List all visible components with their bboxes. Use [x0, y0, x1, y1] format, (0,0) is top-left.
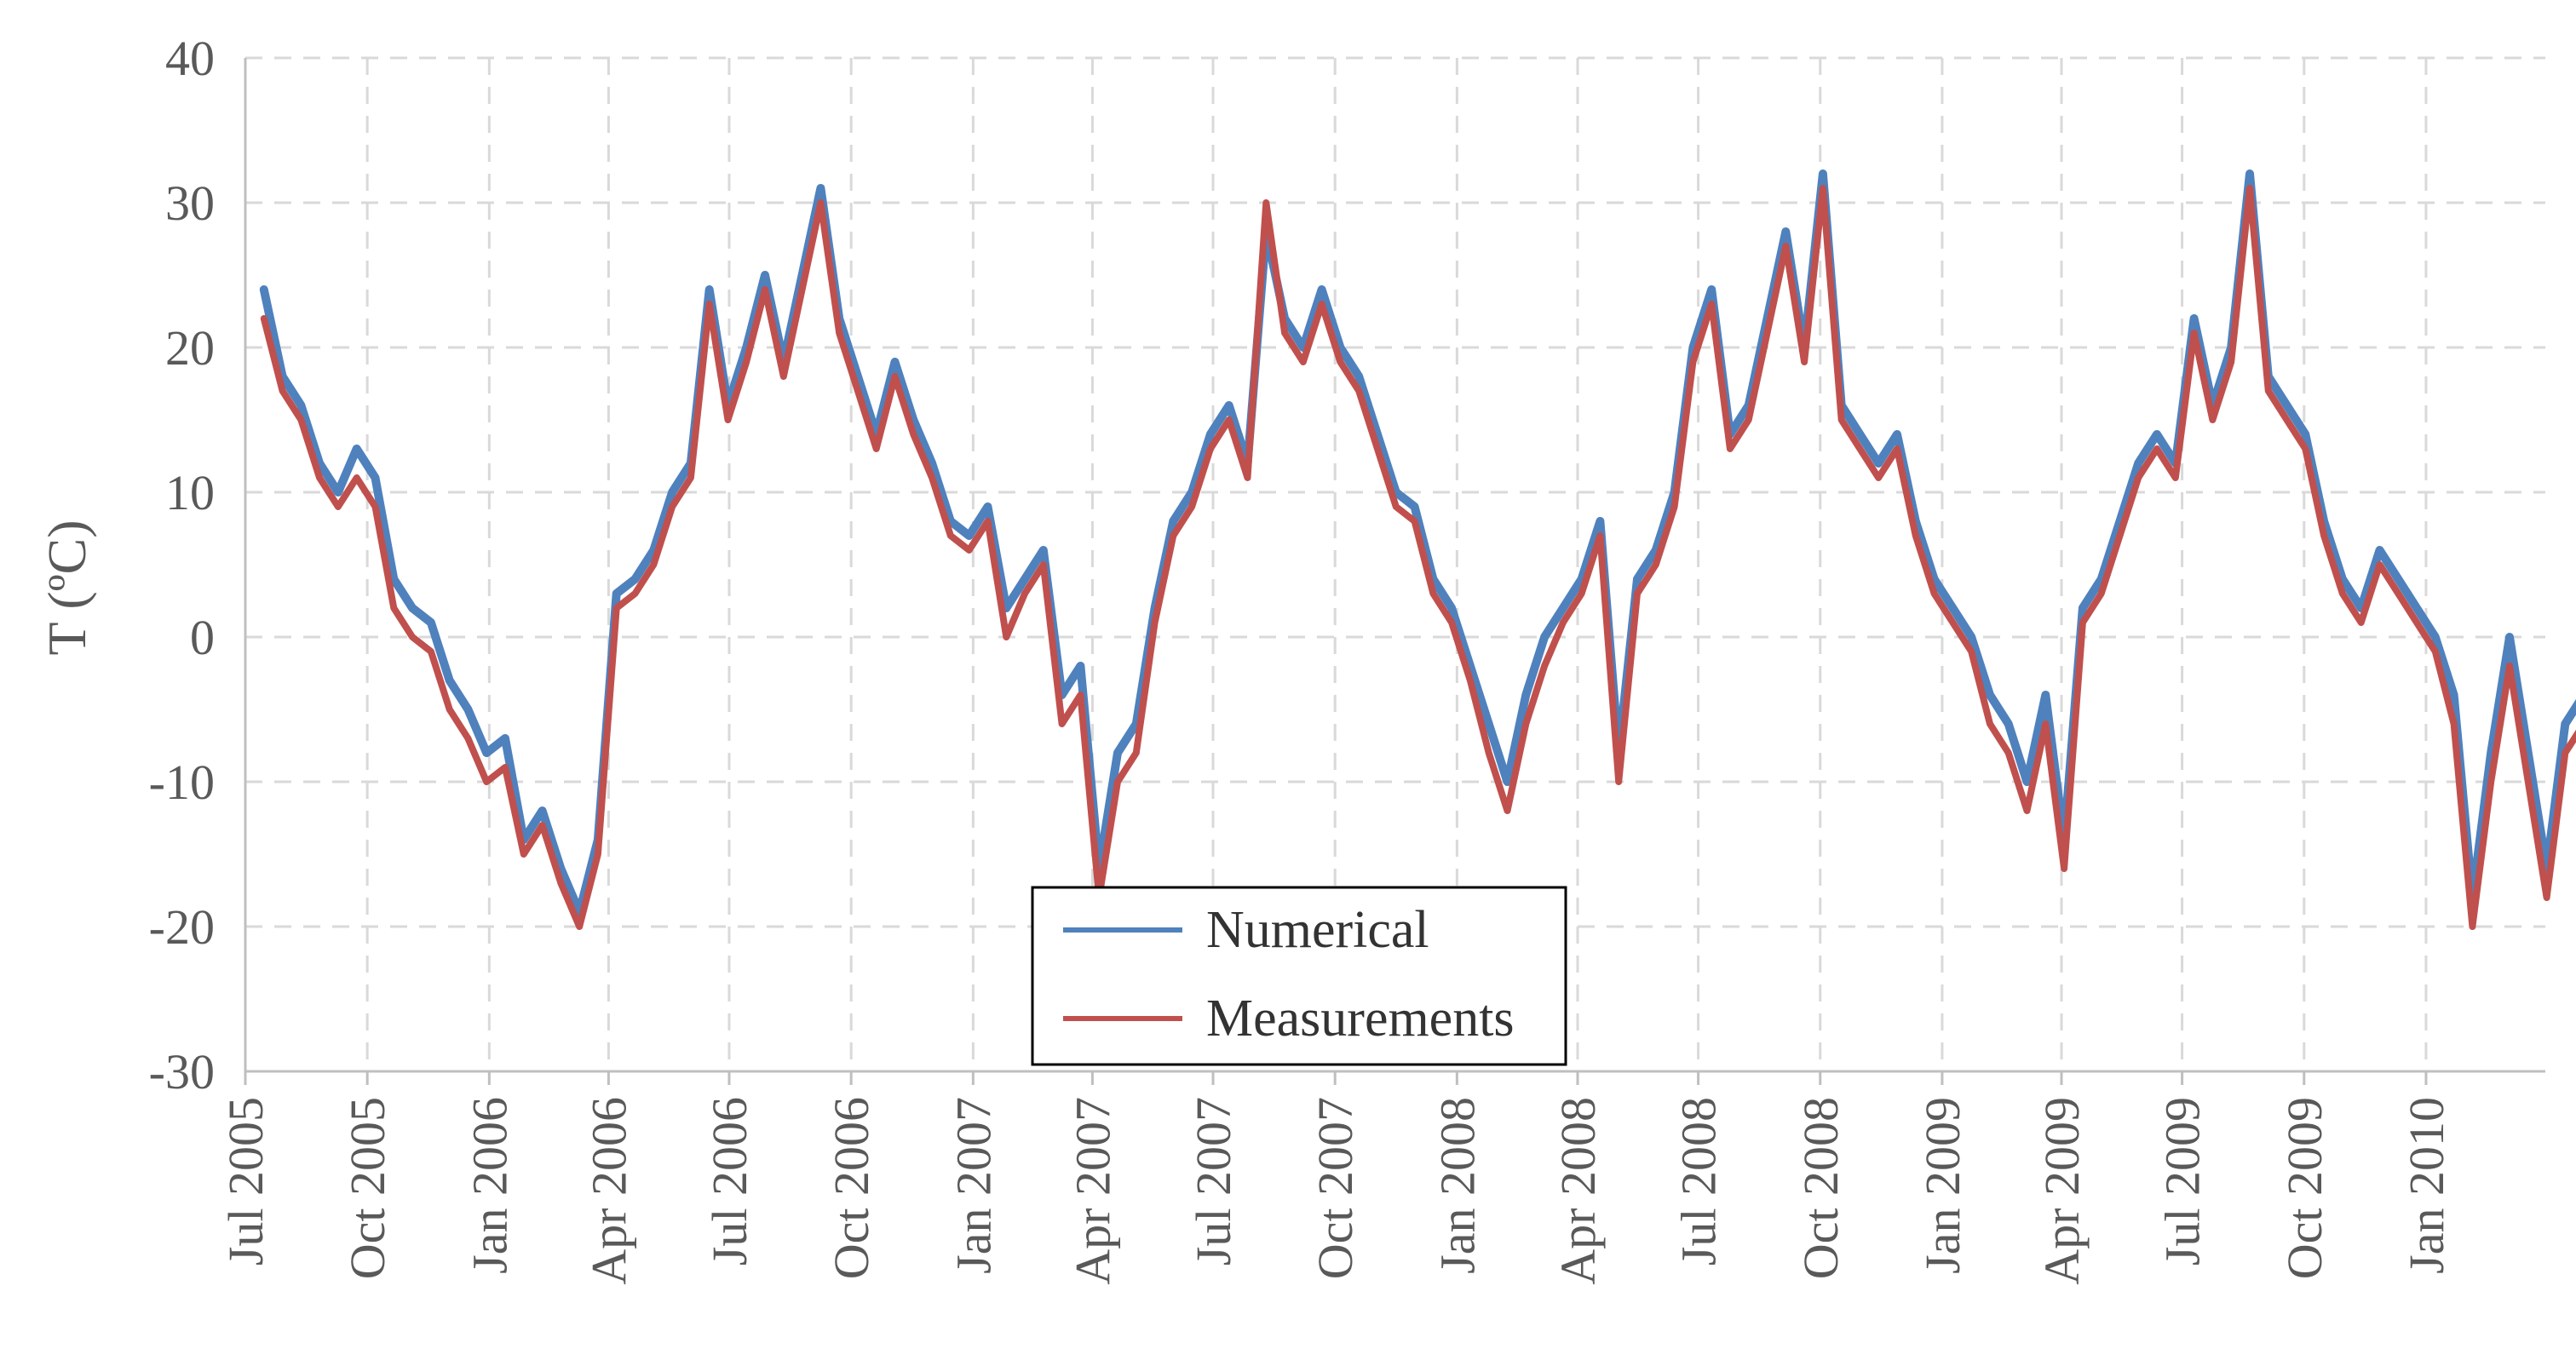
x-tick-label: Jul 2008 — [1671, 1097, 1727, 1266]
y-tick-label: -10 — [149, 755, 215, 810]
x-tick-label: Apr 2006 — [581, 1097, 636, 1285]
tick-labels: -30 -20 -10 0 10 20 30 40 Jul 2005 Oct 2005 Jan 20… — [149, 31, 2454, 1285]
y-tick-label: -30 — [149, 1044, 215, 1099]
x-tick-label: Jul 2007 — [1186, 1097, 1241, 1266]
legend: Numerical Measurements — [1031, 886, 1567, 1066]
legend-box — [1031, 886, 1567, 1066]
x-tick-label: Jan 2010 — [2399, 1097, 2454, 1274]
y-tick-label: 0 — [190, 610, 215, 665]
x-tick-label: Apr 2007 — [1065, 1097, 1120, 1285]
x-tick-label: Apr 2008 — [1550, 1097, 1606, 1285]
axes — [244, 58, 2545, 1085]
x-tick-label: Jan 2007 — [946, 1097, 1001, 1274]
y-tick-label: 20 — [165, 320, 215, 376]
x-tick-label: Jul 2009 — [2155, 1097, 2211, 1266]
x-tick-label: Apr 2009 — [2034, 1097, 2090, 1285]
x-tick-label: Oct 2007 — [1308, 1097, 1363, 1279]
y-tick-label: -20 — [149, 899, 215, 955]
series-layer — [259, 169, 2576, 930]
x-tick-label: Oct 2009 — [2277, 1097, 2332, 1279]
legend-label-numerical: Numerical — [1206, 901, 1429, 959]
y-tick-label: 10 — [165, 465, 215, 520]
series-line-measurements — [260, 185, 2576, 930]
legend-label-measurements: Measurements — [1206, 990, 1515, 1047]
y-axis-label: T (ºC) — [37, 519, 97, 655]
x-tick-label: Oct 2008 — [1793, 1097, 1849, 1279]
x-tick-label: Oct 2006 — [824, 1097, 879, 1279]
x-tick-label: Jan 2006 — [462, 1097, 517, 1274]
x-tick-label: Jan 2008 — [1429, 1097, 1485, 1274]
y-tick-label: 30 — [165, 175, 215, 231]
x-tick-label: Jul 2006 — [702, 1097, 757, 1266]
x-tick-label: Oct 2005 — [340, 1097, 395, 1279]
x-tick-label: Jul 2005 — [218, 1097, 273, 1266]
x-tick-label: Jan 2009 — [1915, 1097, 1970, 1274]
y-tick-label: 40 — [165, 31, 215, 86]
